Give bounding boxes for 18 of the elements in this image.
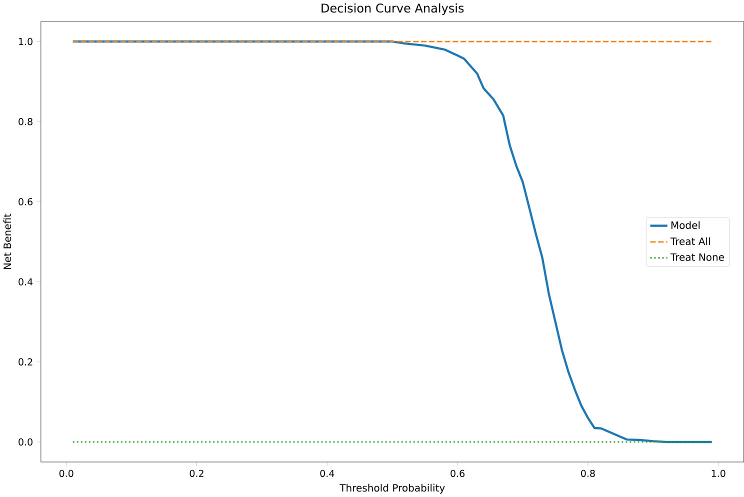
x-tick-label: 0.6	[450, 470, 465, 478]
x-tick-label: 0.4	[320, 470, 334, 478]
y-tick-label: 0.2	[18, 358, 32, 366]
x-tick-label: 0.2	[190, 470, 204, 478]
y-tick-label: 0.4	[18, 278, 33, 286]
y-tick-label: 1.0	[19, 38, 32, 46]
y-tick-label: 0.8	[18, 118, 32, 126]
legend-label: Model	[671, 221, 700, 230]
x-tick-label: 1.0	[712, 470, 726, 478]
legend-label: Treat None	[670, 254, 724, 261]
legend-label: Treat All	[670, 237, 710, 246]
y-tick-label: 0.6	[18, 198, 32, 206]
chart-title: Decision Curve Analysis	[322, 3, 464, 15]
y-tick-label: 0.0	[18, 438, 32, 446]
x-tick-label: 0.0	[59, 470, 74, 478]
x-tick-label: 0.8	[581, 470, 595, 478]
x-axis-title: Threshold Probability	[340, 484, 445, 494]
y-axis-title: Net Benefit	[3, 214, 12, 270]
